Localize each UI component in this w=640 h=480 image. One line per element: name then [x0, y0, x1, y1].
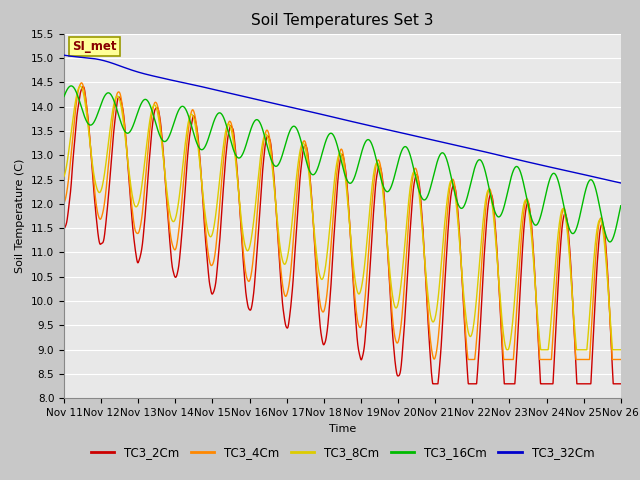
Text: SI_met: SI_met: [72, 40, 117, 53]
Y-axis label: Soil Temperature (C): Soil Temperature (C): [15, 159, 26, 273]
Title: Soil Temperatures Set 3: Soil Temperatures Set 3: [251, 13, 434, 28]
Legend: TC3_2Cm, TC3_4Cm, TC3_8Cm, TC3_16Cm, TC3_32Cm: TC3_2Cm, TC3_4Cm, TC3_8Cm, TC3_16Cm, TC3…: [86, 441, 599, 464]
X-axis label: Time: Time: [329, 424, 356, 433]
